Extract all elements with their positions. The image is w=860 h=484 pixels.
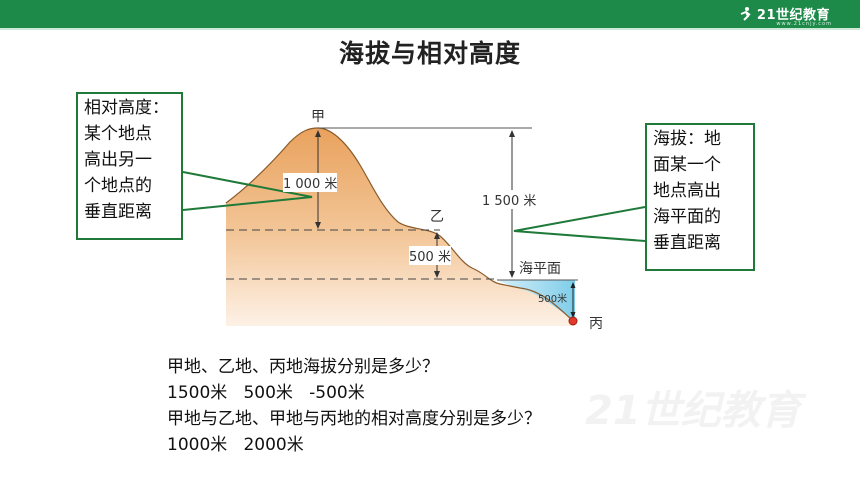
page-title: 海拔与相对高度 (338, 39, 521, 68)
answer-2: 1000米 2000米 (167, 435, 304, 455)
label-yi: 乙 (430, 209, 444, 225)
header-bar: 21世纪教育 www.21cnjy.com (0, 0, 860, 28)
label-jia: 甲 (311, 109, 325, 125)
sea-water (497, 280, 575, 320)
mountain-outline (225, 127, 573, 321)
brand-url: www.21cnjy.com (776, 21, 832, 27)
mountain-shape (226, 128, 572, 326)
label-sea-level: 海平面 (519, 261, 561, 277)
runner-icon (740, 7, 751, 21)
right-callout-pointer (513, 206, 646, 242)
label-1500m: 1 500 米 (482, 190, 537, 209)
brand-logo: 21世纪教育 (737, 4, 830, 23)
answer-1: 1500米 500米 -500米 (167, 383, 365, 403)
watermark-logo: 21世纪教育 (585, 388, 801, 434)
header-divider (0, 28, 860, 30)
label-500m-small: 500米 (538, 294, 568, 305)
question-2: 甲地与乙地、甲地与丙地的相对高度分别是多少？ (167, 409, 541, 429)
label-1000m: 1 000 米 (283, 173, 338, 192)
question-1: 甲地、乙地、丙地海拔分别是多少？ (167, 357, 439, 377)
label-500m: 500 米 (409, 246, 451, 265)
brand-name: 21世纪教育 (756, 8, 830, 23)
qa-block: 甲地、乙地、丙地海拔分别是多少？ 1500米 500米 -500米 甲地与乙地、… (167, 354, 541, 458)
point-bing-marker (568, 316, 578, 326)
altitude-callout: 海拔：地 面某一个 地点高出 海平面的 垂直距离 (645, 123, 755, 271)
relative-height-callout: 相对高度： 某个地点 高出另一 个地点的 垂直距离 (76, 92, 183, 240)
label-bing: 丙 (589, 316, 603, 332)
left-callout-pointer (182, 171, 313, 211)
